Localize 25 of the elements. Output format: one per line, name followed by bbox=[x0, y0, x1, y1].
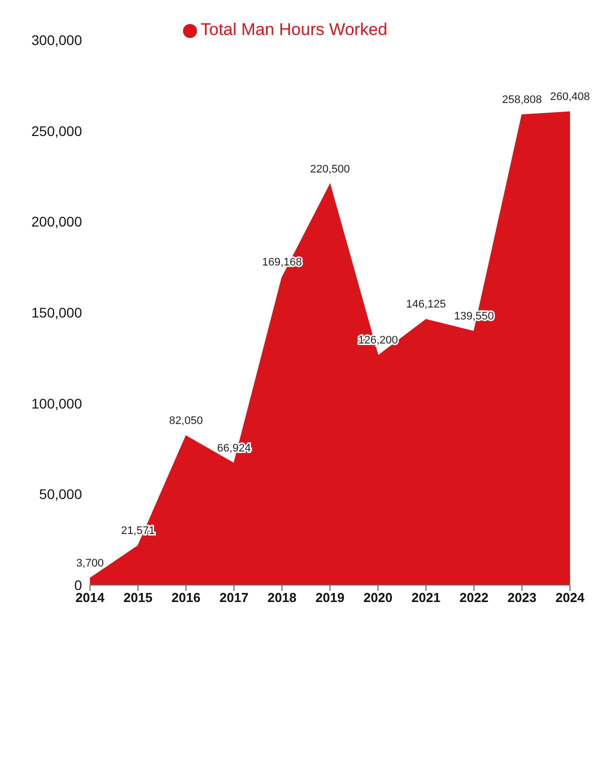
data-label: 146,125 bbox=[406, 298, 446, 311]
y-tick-label: 150,000 bbox=[31, 304, 82, 320]
x-tick-label: 2023 bbox=[508, 590, 536, 606]
y-tick-label: 300,000 bbox=[31, 32, 82, 48]
x-tick-label: 2017 bbox=[220, 590, 248, 606]
x-tick-label: 2016 bbox=[172, 590, 200, 606]
data-label: 3,700 bbox=[76, 557, 104, 570]
x-tick-label: 2019 bbox=[316, 590, 344, 606]
y-tick-label: 50,000 bbox=[39, 486, 82, 502]
legend-label: Total Man Hours Worked bbox=[200, 20, 388, 39]
x-tick-label: 2014 bbox=[76, 590, 106, 606]
y-tick-label: 0 bbox=[74, 576, 82, 593]
y-tick-label: 250,000 bbox=[31, 122, 82, 139]
data-label: 258,808 bbox=[502, 94, 542, 106]
y-tick-label: 100,000 bbox=[31, 395, 82, 412]
x-tick-label: 2024 bbox=[556, 590, 586, 606]
data-label: 82,050 bbox=[169, 414, 203, 427]
x-tick-label: 2022 bbox=[460, 590, 488, 606]
x-tick-label: 2021 bbox=[412, 590, 440, 606]
x-tick-label: 2015 bbox=[124, 590, 152, 606]
data-label: 220,500 bbox=[310, 163, 350, 176]
x-tick-label: 2018 bbox=[268, 590, 296, 606]
y-tick-label: 200,000 bbox=[31, 214, 82, 230]
data-label: 260,408 bbox=[550, 90, 590, 103]
x-tick-label: 2020 bbox=[364, 590, 392, 606]
